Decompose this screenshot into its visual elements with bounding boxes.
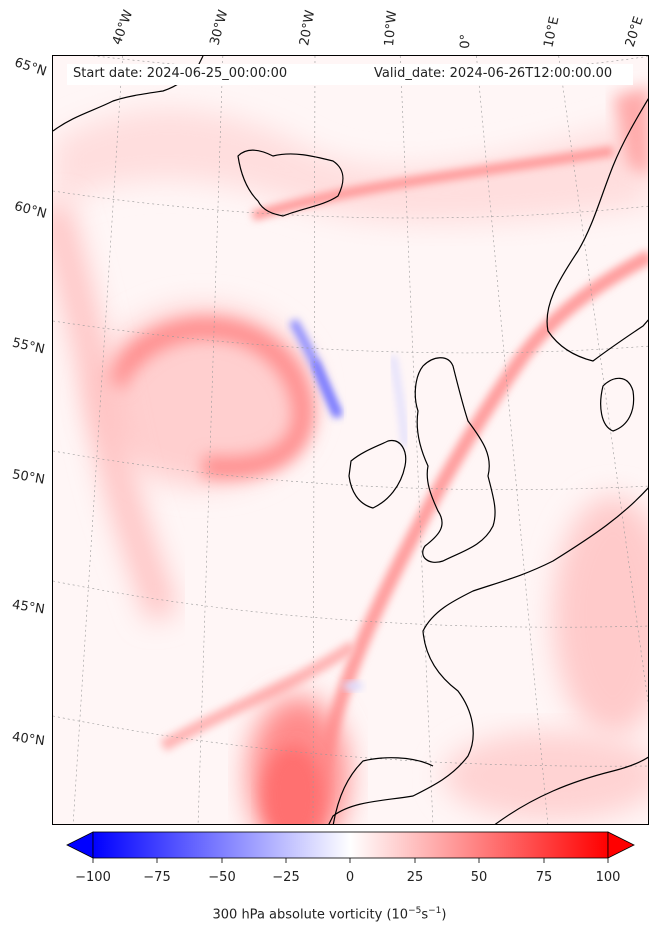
colorbar-tick-label: 100 [595,870,621,885]
colorbar-max-extend [607,831,635,859]
colorbar-tick-label: 75 [535,870,553,885]
lon-label-20w: 20°W [297,9,319,48]
vorticity-field [53,56,648,824]
colorbar-gradient [92,831,609,859]
ireland-coast [348,439,407,509]
colorbar-tick-marks [92,858,609,863]
colorbar-title-mid: s [421,907,429,923]
colorbar-tick-label: 25 [406,870,424,885]
britain-coast [414,357,496,563]
lon-label-40w: 40°W [109,8,137,47]
lon-label-10w: 10°W [382,9,401,47]
colorbar-title-exp2: −1 [428,906,442,916]
colorbar-title-exp1: −5 [408,906,422,916]
lat-label-60n: 60°N [12,199,49,222]
lat-label-50n: 50°N [10,467,46,488]
colorbar-title: 300 hPa absolute vorticity (10−5s−1) [0,906,659,922]
lat-label-40n: 40°N [11,729,46,750]
continent-coast [328,487,648,824]
colorbar [66,831,635,863]
colorbar-tick-label: 50 [470,870,488,885]
denmark-coast [600,377,635,432]
lon-label-10e: 10°E [541,15,563,50]
colorbar-title-prefix: 300 hPa absolute vorticity (10 [212,907,409,923]
norway-coast [546,98,648,362]
lat-label-55n: 55°N [10,335,47,358]
lat-label-45n: 45°N [11,597,46,618]
lon-label-0: 0° [458,33,474,49]
colorbar-tick-label: −25 [272,870,300,885]
coastlines [53,56,648,824]
start-date-label: Start date: 2024-06-25_00:00:00 [73,66,288,81]
valid-date-label: Valid_date: 2024-06-26T12:00:00.00 [374,66,613,81]
iberia-coast [332,757,434,824]
mediterranean-coast [494,756,648,824]
iceland-coast [237,149,344,217]
colorbar-tick-label: −75 [143,870,171,885]
lon-label-20e: 20°E [622,14,647,50]
vorticity-map [52,55,649,825]
header-box [67,64,633,85]
colorbar-tick-label: −100 [75,870,111,885]
colorbar-title-suffix: ) [441,907,447,923]
lon-label-30w: 30°W [207,8,232,47]
colorbar-tick-label: −50 [208,870,236,885]
map-canvas [53,56,648,824]
lat-label-65n: 65°N [12,55,49,80]
colorbar-min-extend [66,831,94,859]
colorbar-tick-label: 0 [345,870,355,885]
graticule [53,56,648,824]
